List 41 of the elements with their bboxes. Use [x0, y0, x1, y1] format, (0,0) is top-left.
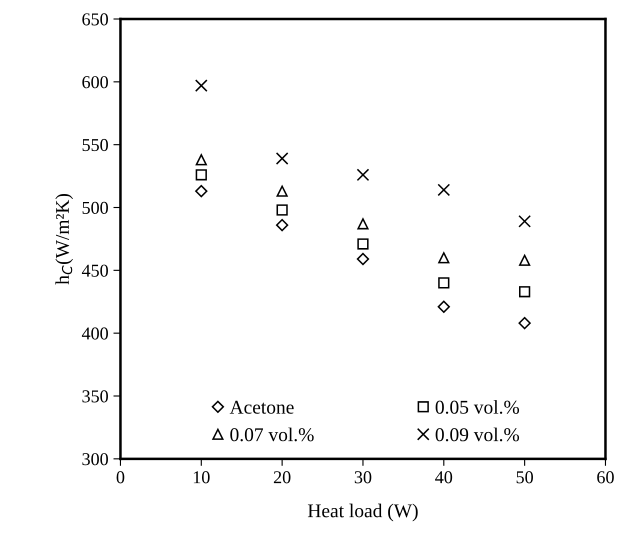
point — [519, 254, 530, 266]
point — [196, 154, 207, 166]
y-tick-label: 350 — [82, 390, 108, 402]
point — [276, 204, 288, 216]
legend-label: 0.05 vol.% — [436, 400, 520, 414]
point — [356, 168, 370, 182]
x-tick-label: 30 — [354, 471, 372, 484]
legend-label: Acetone — [230, 400, 294, 414]
point — [276, 152, 288, 165]
y-tick-label: 550 — [82, 138, 108, 152]
x-tick-label: 20 — [274, 471, 290, 484]
point — [194, 79, 208, 92]
x-tick-label: 0 — [116, 471, 124, 484]
y-tick-label: 500 — [82, 202, 108, 214]
x-tick-label: 10 — [194, 471, 210, 484]
point — [438, 252, 450, 264]
point — [195, 185, 208, 198]
x-tick-label: 40 — [435, 471, 452, 484]
point — [437, 184, 450, 196]
point — [357, 238, 369, 250]
point — [518, 215, 531, 228]
y-axis-title: h$_{C}$(W/m²K) — [55, 194, 73, 285]
point — [276, 218, 288, 232]
point — [357, 218, 369, 230]
point — [438, 300, 450, 313]
y-tick-label: 650 — [82, 13, 108, 26]
point — [276, 186, 288, 197]
legend-label: 0.07 vol.% — [230, 428, 314, 442]
point — [438, 277, 450, 289]
y-tick-label: 400 — [82, 327, 108, 340]
y-tick-label: 450 — [82, 264, 108, 277]
point — [196, 169, 207, 180]
point — [518, 316, 531, 330]
x-axis-title: Heat load (W) — [308, 504, 418, 522]
point — [356, 252, 370, 266]
y-tick-label: 300 — [82, 453, 108, 466]
legend-label: 0.09 vol.% — [436, 428, 520, 442]
point — [519, 286, 530, 298]
y-tick-label: 600 — [82, 76, 108, 88]
x-tick-label: 60 — [597, 471, 614, 484]
x-tick-label: 50 — [516, 471, 533, 484]
